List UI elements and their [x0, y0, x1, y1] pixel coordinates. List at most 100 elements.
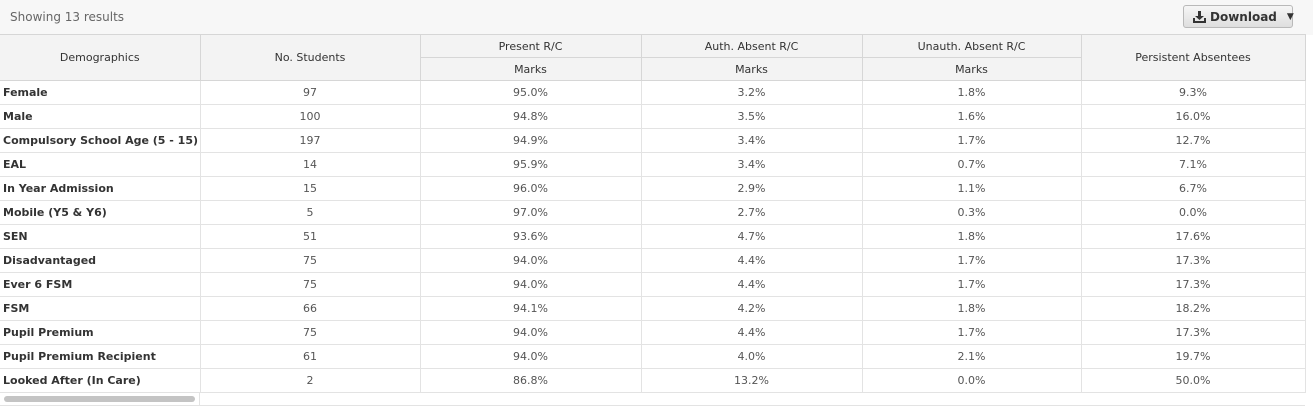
table-row[interactable]: Pupil Premium 75 94.0% 4.4% 1.7% 17.3%: [0, 320, 1306, 345]
horizontal-scrollbar[interactable]: [0, 394, 1305, 404]
cell-present: 94.0%: [420, 344, 642, 369]
cell-auth: 13.2%: [641, 368, 863, 393]
cell-unauth: 1.7%: [862, 248, 1082, 273]
cell-present: 94.0%: [420, 320, 642, 345]
table-row[interactable]: Disadvantaged 75 94.0% 4.4% 1.7% 17.3%: [0, 248, 1306, 273]
cell-persistent: 18.2%: [1081, 296, 1306, 321]
subheader-marks: Marks: [862, 57, 1082, 81]
cell-students: 75: [200, 248, 421, 273]
subheader-marks: Marks: [420, 57, 642, 81]
toolbar: Showing 13 results Download ▼: [0, 0, 1313, 35]
table-row[interactable]: Compulsory School Age (5 - 15) 197 94.9% 3.…: [0, 128, 1306, 153]
table-row[interactable]: Ever 6 FSM 75 94.0% 4.4% 1.7% 17.3%: [0, 272, 1306, 297]
cell-students: 75: [200, 272, 421, 297]
cell-auth: 4.4%: [641, 248, 863, 273]
header-persistent-absentees[interactable]: Persistent Absentees: [1081, 34, 1306, 81]
table-row[interactable]: Mobile (Y5 & Y6) 5 97.0% 2.7% 0.3% 0.0%: [0, 200, 1306, 225]
cell-auth: 4.4%: [641, 272, 863, 297]
row-label: Compulsory School Age (5 - 15): [0, 128, 201, 153]
cell-unauth: 0.3%: [862, 200, 1082, 225]
cell-persistent: 17.3%: [1081, 320, 1306, 345]
cell-persistent: 6.7%: [1081, 176, 1306, 201]
cell-unauth: 1.7%: [862, 128, 1082, 153]
cell-present: 94.9%: [420, 128, 642, 153]
cell-students: 75: [200, 320, 421, 345]
cell-students: 100: [200, 104, 421, 129]
download-button[interactable]: Download ▼: [1183, 5, 1294, 28]
cell-auth: 4.2%: [641, 296, 863, 321]
demographics-table: Demographics No. Students Present R/C Au…: [0, 34, 1306, 393]
table-row[interactable]: Looked After (In Care) 2 86.8% 13.2% 0.0% 50.…: [0, 368, 1306, 393]
header-present[interactable]: Present R/C: [420, 34, 642, 58]
table-row[interactable]: Female 97 95.0% 3.2% 1.8% 9.3%: [0, 80, 1306, 105]
download-icon: [1193, 10, 1206, 23]
cell-students: 2: [200, 368, 421, 393]
row-label: In Year Admission: [0, 176, 201, 201]
cell-present: 95.0%: [420, 80, 642, 105]
header-auth-absent[interactable]: Auth. Absent R/C: [641, 34, 863, 58]
table-row[interactable]: EAL 14 95.9% 3.4% 0.7% 7.1%: [0, 152, 1306, 177]
cell-persistent: 17.3%: [1081, 272, 1306, 297]
table-row[interactable]: In Year Admission 15 96.0% 2.9% 1.1% 6.7%: [0, 176, 1306, 201]
header-demographics[interactable]: Demographics: [0, 34, 201, 81]
cell-persistent: 0.0%: [1081, 200, 1306, 225]
table-row[interactable]: FSM 66 94.1% 4.2% 1.8% 18.2%: [0, 296, 1306, 321]
cell-persistent: 17.3%: [1081, 248, 1306, 273]
cell-unauth: 0.0%: [862, 368, 1082, 393]
row-label: Pupil Premium Recipient: [0, 344, 201, 369]
cell-auth: 3.5%: [641, 104, 863, 129]
row-label: Female: [0, 80, 201, 105]
row-label: FSM: [0, 296, 201, 321]
header-unauth-absent[interactable]: Unauth. Absent R/C: [862, 34, 1082, 58]
cell-persistent: 12.7%: [1081, 128, 1306, 153]
cell-unauth: 2.1%: [862, 344, 1082, 369]
row-label: Looked After (In Care): [0, 368, 201, 393]
cell-students: 51: [200, 224, 421, 249]
cell-persistent: 50.0%: [1081, 368, 1306, 393]
cell-auth: 3.4%: [641, 128, 863, 153]
cell-students: 15: [200, 176, 421, 201]
download-label: Download: [1210, 9, 1277, 24]
table-body: Female 97 95.0% 3.2% 1.8% 9.3% Male 100 94.8% 3.5…: [0, 80, 1306, 393]
cell-present: 93.6%: [420, 224, 642, 249]
cell-present: 97.0%: [420, 200, 642, 225]
cell-unauth: 1.6%: [862, 104, 1082, 129]
cell-present: 86.8%: [420, 368, 642, 393]
cell-auth: 3.4%: [641, 152, 863, 177]
caret-down-icon[interactable]: ▼: [1286, 11, 1294, 22]
row-label: Male: [0, 104, 201, 129]
row-label: Pupil Premium: [0, 320, 201, 345]
table-row[interactable]: SEN 51 93.6% 4.7% 1.8% 17.6%: [0, 224, 1306, 249]
cell-unauth: 1.8%: [862, 296, 1082, 321]
cell-persistent: 9.3%: [1081, 80, 1306, 105]
cell-present: 94.0%: [420, 248, 642, 273]
cell-present: 95.9%: [420, 152, 642, 177]
cell-auth: 2.7%: [641, 200, 863, 225]
cell-students: 14: [200, 152, 421, 177]
cell-present: 96.0%: [420, 176, 642, 201]
cell-unauth: 1.8%: [862, 80, 1082, 105]
cell-students: 197: [200, 128, 421, 153]
cell-auth: 4.7%: [641, 224, 863, 249]
row-label: Ever 6 FSM: [0, 272, 201, 297]
cell-auth: 2.9%: [641, 176, 863, 201]
table-row[interactable]: Pupil Premium Recipient 61 94.0% 4.0% 2.1% 19…: [0, 344, 1306, 369]
cell-students: 61: [200, 344, 421, 369]
cell-unauth: 0.7%: [862, 152, 1082, 177]
cell-auth: 4.0%: [641, 344, 863, 369]
cell-students: 97: [200, 80, 421, 105]
cell-persistent: 7.1%: [1081, 152, 1306, 177]
column-divider: [199, 393, 200, 405]
cell-unauth: 1.1%: [862, 176, 1082, 201]
row-label: Disadvantaged: [0, 248, 201, 273]
table-bottom-border: [0, 405, 1305, 406]
cell-present: 94.1%: [420, 296, 642, 321]
cell-persistent: 17.6%: [1081, 224, 1306, 249]
cell-present: 94.8%: [420, 104, 642, 129]
table-row[interactable]: Male 100 94.8% 3.5% 1.6% 16.0%: [0, 104, 1306, 129]
scrollbar-thumb[interactable]: [4, 396, 195, 402]
header-no-students[interactable]: No. Students: [200, 34, 421, 81]
cell-students: 66: [200, 296, 421, 321]
cell-unauth: 1.7%: [862, 320, 1082, 345]
